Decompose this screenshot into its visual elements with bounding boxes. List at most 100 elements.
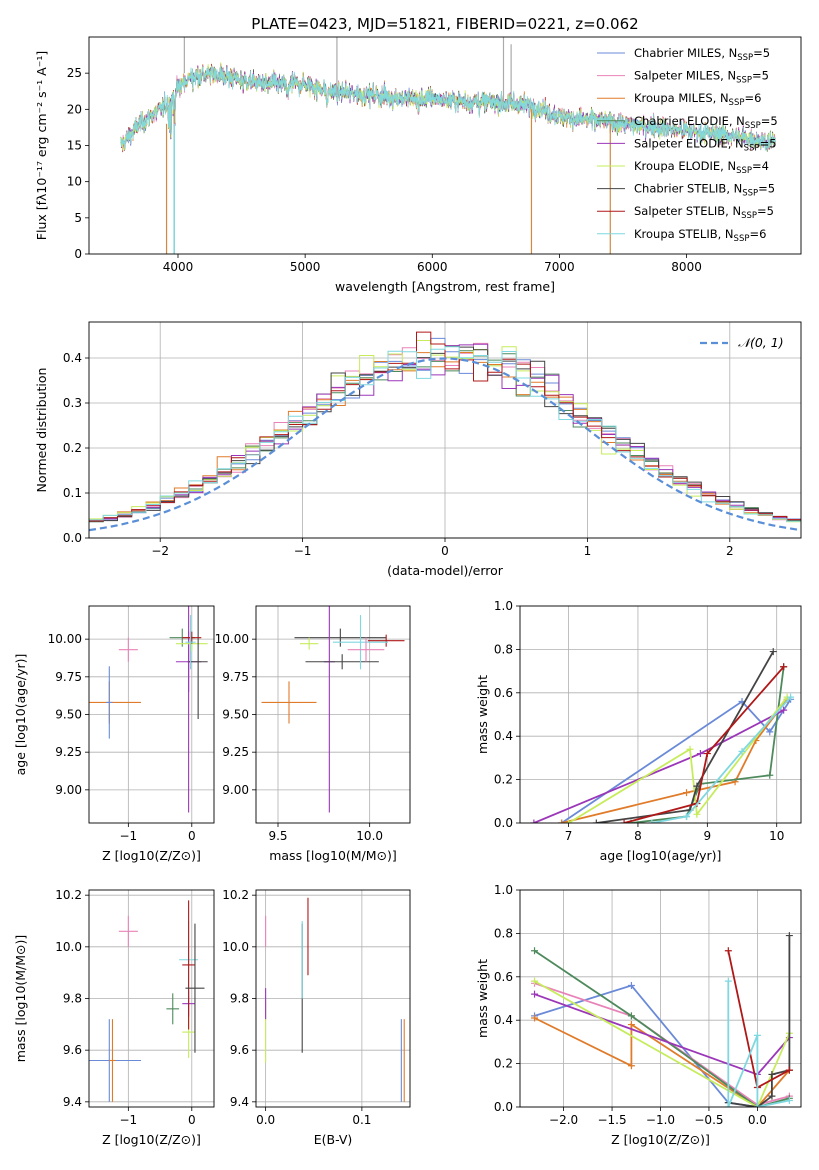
y-tick-label: 0.4: [494, 1013, 513, 1027]
x-tick-label: 0.1: [352, 1113, 371, 1127]
legend-name: Chabrier ELODIE, N: [634, 114, 745, 128]
x-tick-label: 7000: [544, 260, 575, 274]
y-tick-label: 0.4: [494, 729, 513, 743]
y-axis-label: Flux [fλ10⁻¹⁷ erg cm⁻² s⁻¹ A⁻¹]: [34, 51, 49, 240]
x-tick-label: 9: [704, 829, 712, 843]
y-tick-label: 0.0: [63, 531, 82, 545]
legend-name: Kroupa MILES, N: [634, 91, 729, 105]
legend-sub: SSP: [745, 121, 761, 131]
x-tick-label: −2.0: [549, 1113, 578, 1127]
weight-line-salpeter-stelib: [623, 666, 785, 823]
weight-point-marker: [531, 977, 539, 985]
axes-frame: [255, 889, 411, 1108]
x-axis-label: Z [log10(Z/Z⊙)]: [611, 1132, 710, 1147]
weight-point-marker: [686, 745, 694, 753]
weight-point-marker: [769, 648, 777, 656]
weight-point-marker: [766, 771, 774, 779]
y-tick-label: 0.8: [494, 642, 513, 656]
y-tick-label: 10.2: [55, 888, 82, 902]
weight-line-salpeter-elodie: [533, 709, 785, 823]
y-tick-label: 0.0: [494, 1100, 513, 1114]
axes-frame: [519, 605, 802, 824]
x-tick-label: −1: [119, 1113, 137, 1127]
y-tick-label: 9.75: [222, 670, 249, 684]
age-vs-mass-panel: 9.5 10.0 9.00 9.25 9.50 9.75 10.00 mass [log10(…: [215, 605, 411, 863]
legend-suffix: =4: [752, 159, 769, 173]
x-tick-label: 4000: [163, 260, 194, 274]
weight-point-marker: [724, 947, 732, 955]
legend-suffix: =6: [749, 227, 766, 241]
legend-entry: Kroupa MILES, NSSP=6: [634, 91, 761, 108]
legend-sub: SSP: [734, 234, 750, 244]
x-tick-label: −1.5: [597, 1113, 626, 1127]
x-tick-label: −1: [119, 829, 137, 843]
normal-reference-curve: [89, 357, 801, 532]
y-tick-label: 9.50: [55, 708, 82, 722]
y-tick-label: 0.6: [494, 686, 513, 700]
y-tick-label: 5: [74, 211, 82, 225]
weight-point-marker: [558, 819, 566, 823]
y-tick-label: 0.2: [494, 773, 513, 787]
x-tick-label: 10.0: [356, 829, 383, 843]
residual-histogram-panel: −2 −1 0 1 2 0.0 0.1 0.2 0.3 0.4 (data-model)/error…: [34, 321, 802, 578]
weight-line-chabrier-stelib: [728, 935, 791, 1107]
x-tick-label: 0.0: [256, 1113, 275, 1127]
y-tick-label: 1.0: [494, 599, 513, 613]
x-tick-label: 0: [188, 1113, 196, 1127]
legend-entry: Salpeter MILES, NSSP=5: [634, 69, 769, 86]
weight-point-marker: [627, 1021, 635, 1029]
x-tick-label: 6000: [417, 260, 448, 274]
weight-line-chabrier-miles: [561, 698, 792, 823]
weight-point-marker: [627, 1062, 635, 1070]
y-tick-label: 0.0: [494, 816, 513, 830]
legend-entry: Chabrier MILES, NSSP=5: [634, 46, 770, 63]
y-axis-label: mass weight: [475, 675, 490, 754]
y-axis-label: mass [log10(M/M⊙)]: [13, 935, 28, 1063]
x-tick-label: −1.0: [646, 1113, 675, 1127]
y-tick-label: 25: [67, 66, 82, 80]
weight-line-kroupa-miles: [561, 698, 788, 823]
page-title: PLATE=0423, MJD=51821, FIBERID=0221, z=0…: [251, 15, 638, 33]
y-axis-label: Normed distribution: [34, 368, 49, 493]
y-tick-label: 9.00: [55, 783, 82, 797]
plot-area: [531, 932, 793, 1107]
grid: [256, 890, 410, 1107]
x-tick-label: −2: [151, 544, 169, 558]
y-tick-label: 0.1: [63, 486, 82, 500]
legend-sub: SSP: [736, 166, 752, 176]
axes-frame: [88, 321, 802, 539]
weight-point-marker: [780, 663, 788, 671]
legend-entry: Kroupa STELIB, NSSP=6: [634, 227, 766, 244]
y-tick-label: 10.00: [215, 632, 249, 646]
weight-point-marker: [627, 981, 635, 989]
legend-entry: 𝒩(0, 1): [738, 335, 784, 350]
x-tick-label: −1: [294, 544, 312, 558]
grid: [256, 606, 410, 823]
legend-sub: SSP: [729, 98, 745, 108]
weight-point-marker: [724, 1103, 732, 1107]
legend: Chabrier MILES, NSSP=5 Salpeter MILES, NS…: [597, 46, 778, 244]
mass-weight-vs-metallicity-panel: −2.0 −1.5 −1.0 −0.5 0.0 0.0 0.2 0.4 0.6 0.8 1.0 Z […: [475, 883, 802, 1147]
x-axis-label: (data-model)/error: [387, 563, 504, 578]
y-tick-label: 0.8: [494, 926, 513, 940]
weight-point-marker: [530, 819, 538, 823]
plot-area: [89, 331, 801, 532]
plot-area: [120, 37, 776, 254]
x-tick-label: 0: [441, 544, 449, 558]
grid: [520, 605, 801, 824]
x-tick-label: 0.0: [748, 1113, 767, 1127]
weight-point-marker: [785, 1096, 793, 1104]
legend-sub: SSP: [742, 189, 758, 199]
weight-line-chabrier-elodie: [533, 950, 790, 1107]
weight-line-kroupa-elodie: [568, 696, 788, 823]
weight-point-marker: [724, 977, 732, 985]
y-tick-label: 20: [67, 102, 82, 116]
y-tick-label: 15: [67, 139, 82, 153]
axes-frame: [88, 889, 215, 1108]
y-tick-label: 10: [67, 175, 82, 189]
y-tick-label: 0.3: [63, 396, 82, 410]
axes-frame: [519, 889, 802, 1108]
legend-entry: Salpeter ELODIE, NSSP=5: [634, 136, 777, 153]
weight-point-marker: [683, 812, 691, 820]
